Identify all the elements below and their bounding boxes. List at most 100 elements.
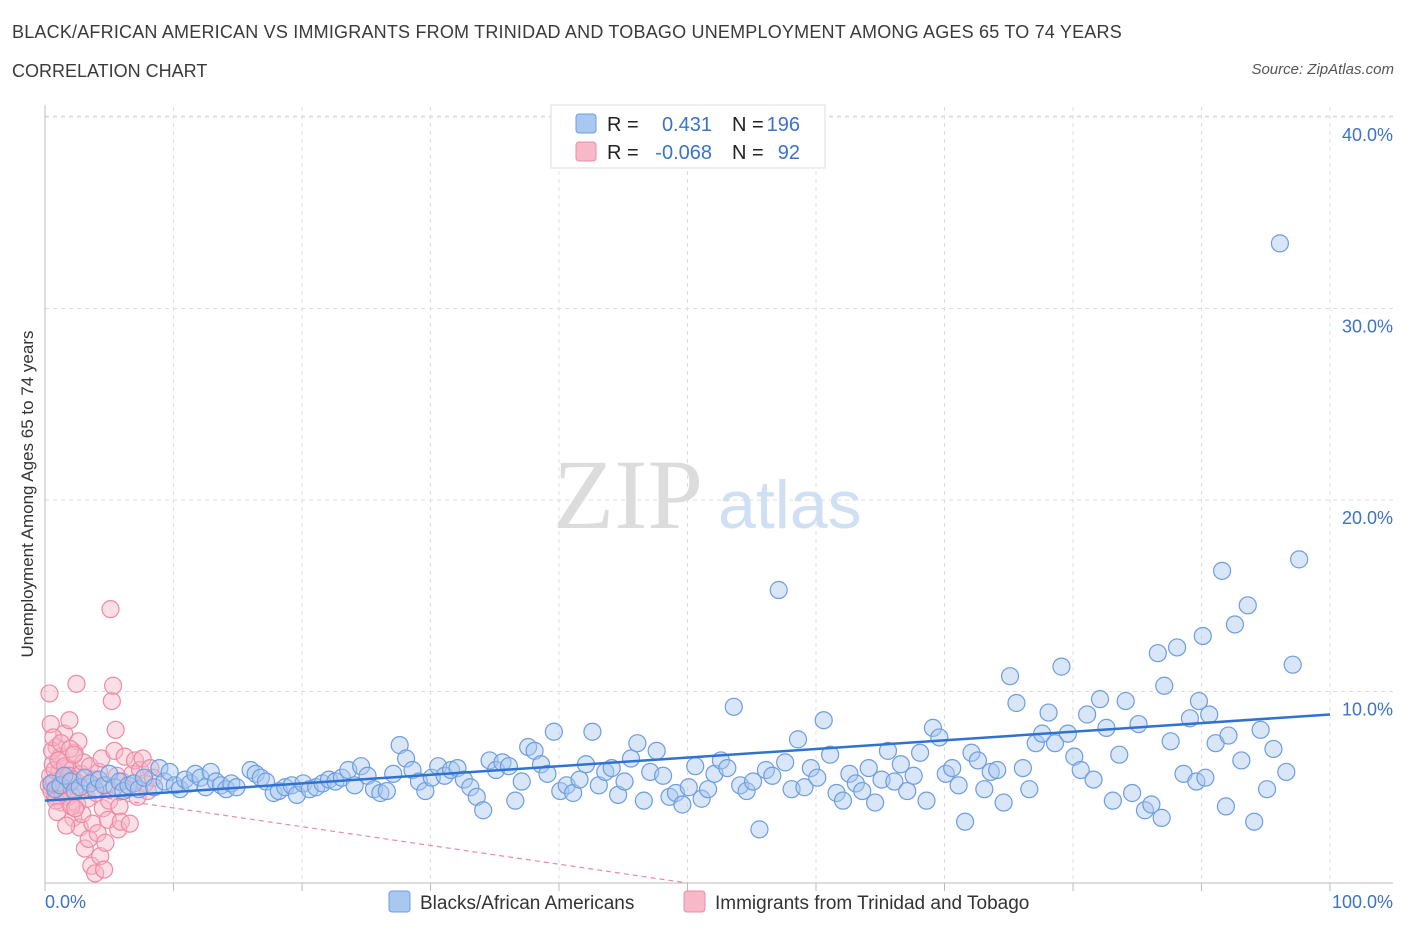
y-tick-label-40: 40.0% [1342,125,1393,145]
black-point [1196,768,1215,787]
trinidad-point [88,824,107,843]
trinidad-point [75,839,94,858]
trinidad-point [111,812,130,831]
black-point [100,764,119,783]
black-point [698,780,718,799]
black-point [80,774,100,793]
black-point [1212,561,1232,580]
black-point [763,766,782,785]
trinidad-point [60,711,79,730]
black-point [1219,726,1238,745]
black-point [981,762,1000,782]
black-point [840,764,859,783]
trinidad-point [102,691,121,711]
trinidad-point [86,864,105,883]
y-axis-label: Unemployment Among Ages 65 to 74 years [18,331,37,658]
black-point [994,793,1013,812]
legend-n-value-black: 196 [767,114,800,136]
black-point [499,757,518,776]
black-point [1167,638,1187,657]
x-tick-label-max: 100.0% [1332,892,1393,912]
black-point [788,730,808,749]
black-point [352,757,371,776]
series-trinidad-points [39,600,163,883]
black-point [1148,644,1167,663]
black-point [1225,615,1245,634]
trinidad-point [96,833,115,852]
watermark-zip: ZIP [553,439,703,550]
black-point [949,776,968,795]
black-point [1123,783,1142,803]
black-point [615,772,634,791]
black-point [155,772,174,791]
black-point [70,778,89,797]
black-point [853,781,872,801]
black-point [1152,808,1171,827]
black-point [1039,703,1058,722]
trinidad-point [51,734,71,753]
black-point [1238,596,1257,615]
black-point [1013,758,1032,778]
black-point [403,760,422,780]
black-point [1129,714,1148,734]
chart-title: BLACK/AFRICAN AMERICAN VS IMMIGRANTS FRO… [12,22,1122,42]
trend-line-black [44,713,1331,802]
y-tick-label-30: 30.0% [1342,317,1393,337]
black-point [1020,780,1039,799]
black-point [859,758,878,778]
black-point [160,762,179,782]
black-point [538,764,557,783]
black-point [75,768,94,787]
legend-box [550,104,826,169]
black-point [170,780,190,799]
black-point [384,764,403,783]
black-point [1116,691,1135,711]
black-point [634,791,653,810]
black-point [923,718,943,737]
trinidad-point [95,860,114,879]
black-point [1245,812,1264,831]
trinidad-point [64,745,84,764]
black-point [583,722,602,741]
black-point [61,772,80,791]
black-point [821,745,840,764]
black-point [544,722,563,741]
black-point [891,755,910,774]
black-point [898,781,917,801]
trinidad-point [104,676,123,695]
black-point [145,778,164,797]
black-point [1193,626,1212,646]
black-point [679,778,698,797]
black-point [371,783,390,803]
bottom-legend-label-black: Blacks/African Americans [420,893,634,914]
black-point [1110,745,1129,764]
watermark-atlas: atlas [718,467,862,543]
black-point [1103,791,1122,810]
black-point [191,768,210,787]
black-point [1257,780,1277,799]
source-label: Source: ZipAtlas.com [1251,61,1394,78]
black-point [801,758,820,778]
black-point [686,757,705,776]
trinidad-point [105,741,124,760]
trinidad-point [57,816,76,835]
legend-swatch-black [575,113,597,134]
black-point [474,801,493,820]
trinidad-point [120,814,139,833]
black-point [396,749,416,768]
legend-r-label-black: R = [607,114,639,136]
legend-r-value-trinidad: -0.068 [655,142,712,164]
black-point [968,751,988,770]
black-point [955,812,975,831]
trinidad-point [41,714,60,734]
black-point [808,768,827,787]
black-point [1090,690,1110,709]
black-point [570,770,589,789]
black-point [795,778,814,797]
black-point [776,753,795,772]
black-point [1142,795,1161,814]
black-point [1071,760,1090,780]
black-point [1264,739,1283,759]
legend-r-value-black: 0.431 [662,114,712,136]
black-point [692,789,711,808]
